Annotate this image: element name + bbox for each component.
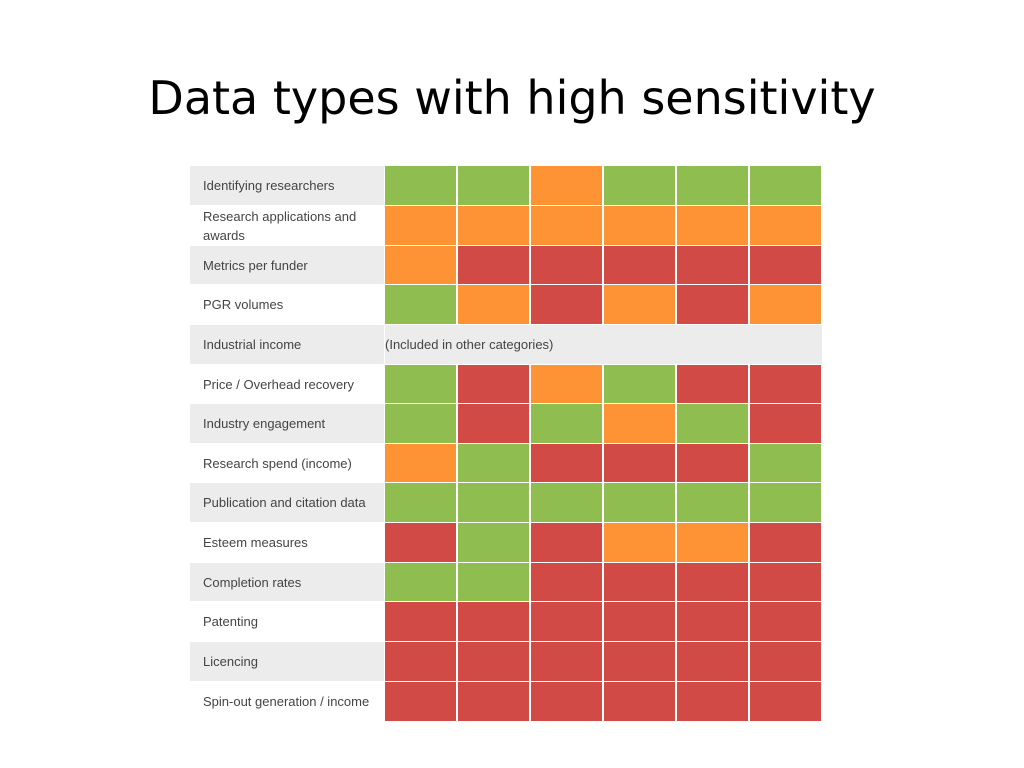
row-label: Research applications and awards xyxy=(190,206,384,246)
rating-cell xyxy=(677,166,749,206)
rating-cell xyxy=(604,246,676,285)
row-label: Licencing xyxy=(190,642,384,682)
rating-cell xyxy=(531,682,603,722)
rating-cell xyxy=(750,523,822,563)
rating-cell xyxy=(531,642,603,682)
rating-cell xyxy=(677,563,749,602)
rating-cell xyxy=(458,642,530,682)
rating-cell xyxy=(385,682,457,722)
rating-cell xyxy=(677,602,749,642)
rating-cell xyxy=(458,246,530,285)
rating-cell xyxy=(385,602,457,642)
rating-cell xyxy=(677,444,749,483)
rating-cell xyxy=(458,523,530,563)
rating-cell xyxy=(604,365,676,404)
row-label: Publication and citation data xyxy=(190,483,384,523)
rating-cell xyxy=(750,206,822,246)
rating-cell xyxy=(604,642,676,682)
rating-cell xyxy=(750,483,822,523)
row-note: (Included in other categories) xyxy=(385,325,822,365)
rating-cell xyxy=(531,206,603,246)
rating-cell xyxy=(750,166,822,206)
rating-cell xyxy=(458,206,530,246)
row-label: Identifying researchers xyxy=(190,166,384,206)
row-label: Research spend (income) xyxy=(190,444,384,483)
row-label: Patenting xyxy=(190,602,384,642)
slide-title: Data types with high sensitivity xyxy=(148,71,876,125)
rating-cell xyxy=(385,483,457,523)
row-label: Industrial income xyxy=(190,325,384,365)
rating-cell xyxy=(458,365,530,404)
rating-cell xyxy=(458,563,530,602)
rating-cell xyxy=(750,285,822,325)
rating-cell xyxy=(385,166,457,206)
rating-cell xyxy=(604,563,676,602)
rating-cell xyxy=(385,404,457,444)
rating-cell xyxy=(750,444,822,483)
rating-cell xyxy=(677,285,749,325)
rating-cell xyxy=(385,563,457,602)
rating-cell xyxy=(385,285,457,325)
rating-cell xyxy=(458,602,530,642)
rating-cell xyxy=(458,166,530,206)
rating-cell xyxy=(750,642,822,682)
rating-cell xyxy=(458,444,530,483)
rating-cell xyxy=(531,246,603,285)
rating-cell xyxy=(531,602,603,642)
rating-cell xyxy=(531,404,603,444)
rating-cell xyxy=(531,563,603,602)
rating-cell xyxy=(458,404,530,444)
rating-cell xyxy=(385,246,457,285)
row-label: PGR volumes xyxy=(190,285,384,325)
rating-cell xyxy=(677,246,749,285)
rating-cell xyxy=(458,682,530,722)
rating-cell xyxy=(385,206,457,246)
rating-cell xyxy=(604,682,676,722)
rating-cell xyxy=(531,166,603,206)
rating-cell xyxy=(458,483,530,523)
rating-cell xyxy=(385,444,457,483)
rating-cell xyxy=(750,602,822,642)
rating-cell xyxy=(385,523,457,563)
rating-cell xyxy=(604,483,676,523)
rating-cell xyxy=(604,444,676,483)
rating-cell xyxy=(604,602,676,642)
row-label: Completion rates xyxy=(190,563,384,602)
row-label: Industry engagement xyxy=(190,404,384,444)
rating-cell xyxy=(677,523,749,563)
rating-cell xyxy=(385,365,457,404)
rating-cell xyxy=(531,523,603,563)
rating-cell xyxy=(677,682,749,722)
sensitivity-matrix: Identifying researchers Research applicat… xyxy=(190,166,827,722)
row-label: Spin-out generation / income xyxy=(190,682,384,722)
rating-cell xyxy=(750,404,822,444)
rating-cell xyxy=(677,365,749,404)
rating-cell xyxy=(750,246,822,285)
rating-cell xyxy=(677,642,749,682)
rating-cell xyxy=(750,563,822,602)
row-label: Price / Overhead recovery xyxy=(190,365,384,404)
rating-cell xyxy=(677,404,749,444)
row-label: Esteem measures xyxy=(190,523,384,563)
rating-cell xyxy=(604,404,676,444)
rating-cell xyxy=(604,206,676,246)
rating-cell xyxy=(750,682,822,722)
rating-cell xyxy=(531,483,603,523)
rating-cell xyxy=(677,206,749,246)
rating-cell xyxy=(385,642,457,682)
rating-cell xyxy=(604,523,676,563)
rating-cell xyxy=(604,166,676,206)
rating-cell xyxy=(531,365,603,404)
rating-cell xyxy=(531,285,603,325)
rating-cell xyxy=(604,285,676,325)
rating-cell xyxy=(750,365,822,404)
rating-cell xyxy=(458,285,530,325)
rating-cell xyxy=(677,483,749,523)
rating-cell xyxy=(531,444,603,483)
row-label: Metrics per funder xyxy=(190,246,384,285)
